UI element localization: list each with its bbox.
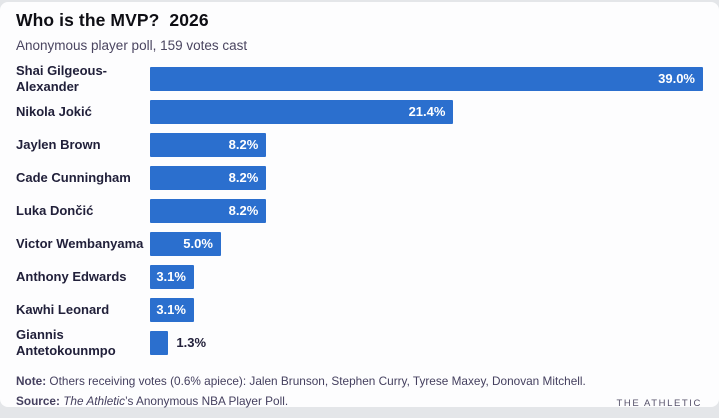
- bar: [150, 330, 169, 355]
- bar-track: 1.3%: [150, 330, 703, 355]
- chart-subtitle: Anonymous player poll, 159 votes cast: [16, 38, 248, 53]
- bar-row: Nikola Jokić 21.4%: [16, 95, 703, 128]
- bar: 21.4%: [150, 99, 454, 124]
- bar-track: 39.0%: [150, 66, 703, 91]
- bar-track: 5.0%: [150, 231, 703, 256]
- chart-footer: Note: Others receiving votes (0.6% apiec…: [16, 374, 703, 408]
- the-athletic-logo: THE ATHLETIC: [616, 398, 702, 409]
- bar-track: 21.4%: [150, 99, 703, 124]
- bar-value-label: 8.2%: [228, 170, 259, 185]
- bar: 8.2%: [150, 132, 267, 157]
- bar-value-label: 3.1%: [156, 269, 186, 284]
- bar-row: Jaylen Brown 8.2%: [16, 128, 703, 161]
- bar-chart: Shai Gilgeous-Alexander 39.0% Nikola Jok…: [16, 62, 703, 359]
- bar-row: Cade Cunningham 8.2%: [16, 161, 703, 194]
- player-name-label: Kawhi Leonard: [16, 301, 110, 317]
- bar-row: Luka Dončić 8.2%: [16, 194, 703, 227]
- source-publication: The Athletic: [59, 394, 126, 408]
- bar-value-label: 39.0%: [658, 71, 695, 86]
- bar-track: 8.2%: [150, 132, 703, 157]
- bar: 5.0%: [150, 231, 221, 256]
- bar: 8.2%: [150, 165, 267, 190]
- bar: 3.1%: [150, 264, 194, 289]
- bar-row: Kawhi Leonard 3.1%: [16, 293, 703, 326]
- bar-track: 8.2%: [150, 198, 703, 223]
- player-name-label: Anthony Edwards: [16, 268, 127, 284]
- player-name-label: Luka Dončić: [16, 202, 94, 218]
- source-line: Source: The Athletic’s Anonymous NBA Pla…: [16, 394, 703, 408]
- player-name-label: Jaylen Brown: [16, 136, 101, 152]
- bar-track: 8.2%: [150, 165, 703, 190]
- bar-value-label: 21.4%: [408, 104, 446, 119]
- bar-value-label: 1.3%: [176, 335, 207, 350]
- bar-track: 3.1%: [150, 297, 703, 322]
- bar-value-label: 8.2%: [228, 137, 259, 152]
- chart-title: Who is the MVP? 2026: [16, 10, 209, 30]
- bar: 39.0%: [150, 66, 703, 91]
- source-label: Source:: [16, 394, 60, 408]
- player-name-label: Victor Wembanyama: [16, 235, 144, 251]
- bar-row: Anthony Edwards 3.1%: [16, 260, 703, 293]
- bar-value-label: 8.2%: [228, 203, 259, 218]
- bar-value-label: 3.1%: [156, 302, 186, 317]
- bar: 8.2%: [150, 198, 267, 223]
- bar-row: Shai Gilgeous-Alexander 39.0%: [16, 62, 703, 95]
- player-name-label: Shai Gilgeous-Alexander: [16, 63, 108, 94]
- bar-value-label: 5.0%: [183, 236, 213, 251]
- player-name-label: Nikola Jokić: [16, 103, 92, 119]
- bar: 3.1%: [150, 297, 194, 322]
- source-text: ’s Anonymous NBA Player Poll.: [125, 394, 289, 408]
- note-label: Note:: [16, 374, 47, 388]
- player-name-label: Cade Cunningham: [16, 169, 131, 185]
- note-text: Others receiving votes (0.6% apiece): Ja…: [46, 374, 586, 388]
- bar-row: Giannis Antetokounmpo 1.3%: [16, 326, 703, 359]
- note-line: Note: Others receiving votes (0.6% apiec…: [16, 374, 703, 388]
- bar-track: 3.1%: [150, 264, 703, 289]
- chart-card: Who is the MVP? 2026 Anonymous player po…: [0, 2, 719, 408]
- bar-row: Victor Wembanyama 5.0%: [16, 227, 703, 260]
- player-name-label: Giannis Antetokounmpo: [16, 327, 116, 358]
